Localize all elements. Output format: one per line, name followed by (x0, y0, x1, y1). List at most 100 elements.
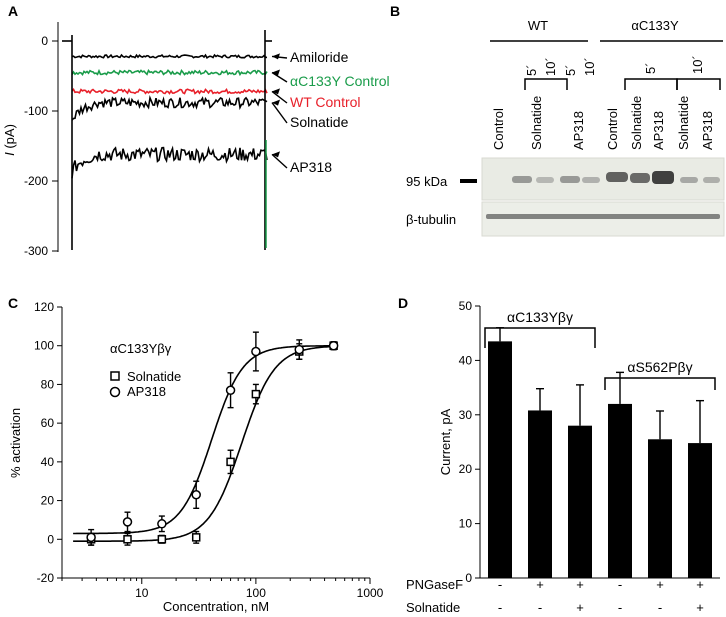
band (606, 172, 628, 182)
bar (608, 403, 632, 578)
time-label-wt-5b: 5´ (563, 64, 578, 76)
point-solnatide (191, 533, 201, 542)
fit-curve-ap318 (73, 345, 336, 535)
point-ap318 (251, 346, 261, 357)
trace-labels: Amiloride αC133Y Control WT Control Solnati… (271, 49, 390, 175)
panel-b-letter: B (390, 3, 400, 19)
trace-arrow (271, 71, 288, 83)
band (680, 177, 698, 183)
trace-amiloride (71, 53, 268, 59)
solnatide-sign: - (538, 600, 542, 615)
panel-a-ytick-label: 0 (41, 34, 48, 48)
trace-ap318 (71, 145, 268, 179)
time-label-wt-10b: 10´ (582, 57, 597, 76)
panel-d-letter: D (398, 295, 408, 311)
point-ap318 (294, 344, 305, 355)
panel-d-plot: 0 10 20 30 40 50 - - + - + + - - + - + + αC133Yβγ αS562Pβγ (459, 299, 716, 615)
group-bracket-label: αC133Yβγ (507, 309, 573, 325)
panel-a-y-ticks: 0 -100 -200 -300 (24, 34, 58, 258)
current-traces (62, 30, 272, 250)
panel-b: B WT αC133Y 5´ 10´ 5´ 10´ 5´ 10´ Control… (390, 3, 725, 237)
trace-label: Amiloride (290, 49, 349, 65)
lane-label: Solnatide (629, 96, 644, 150)
d-ytick-label: 30 (459, 408, 473, 422)
panel-c-y-label: % activation (8, 408, 23, 478)
loading-control-label: β-tubulin (406, 212, 456, 227)
solnatide-sign: - (498, 600, 502, 615)
d-ytick-label: 10 (459, 517, 473, 531)
trace-wt-control (71, 87, 268, 95)
trace-label: αC133Y Control (290, 73, 390, 89)
pngasef-sign: - (498, 577, 502, 592)
trace-label: WT Control (290, 94, 361, 110)
panel-a-ytick-label: -100 (24, 104, 48, 118)
panel-d-y-label: Current, pA (438, 408, 453, 475)
time-label-mut-5: 5´ (643, 62, 658, 74)
blot-bands-enac (512, 171, 720, 184)
solnatide-sign: - (658, 600, 662, 615)
legend-circle-marker (109, 386, 121, 398)
c-ytick-label: 0 (47, 532, 54, 546)
group-label-mutant: αC133Y (631, 18, 679, 33)
legend-label-solnatide: Solnatide (127, 369, 181, 384)
panel-a: A 0 -100 -200 -300 I (pA) Amiloride αC133… (2, 3, 390, 258)
legend-square-marker (110, 371, 120, 381)
trace-label: AP318 (290, 159, 332, 175)
panel-a-letter: A (8, 3, 18, 19)
panel-a-y-label: I (pA) (2, 124, 17, 156)
panel-d: D Current, pA PNGaseF Solnatide 0 10 20 30 4… (398, 295, 720, 615)
band (630, 173, 650, 183)
bar (528, 410, 552, 578)
panel-c-ticks: -20 0 20 40 60 80 100 120 10 100 1000 (34, 300, 384, 600)
c-ytick-label: 20 (41, 494, 55, 508)
bar (648, 439, 672, 578)
lane-label: Solnatide (676, 96, 691, 150)
band-tubulin (486, 214, 720, 219)
panel-a-ytick-label: -300 (24, 244, 48, 258)
trace-arrowhead (272, 69, 280, 76)
lane-label: AP318 (651, 111, 666, 150)
trace-arrowhead (272, 88, 280, 95)
lane-label: Control (491, 108, 506, 150)
bracket-mut-5 (624, 78, 678, 90)
bar (568, 425, 592, 578)
band (582, 177, 600, 183)
trace-arrow (271, 90, 288, 104)
panel-a-ytick-label: -200 (24, 174, 48, 188)
d-ytick-label: 20 (459, 462, 473, 476)
panel-c-legend: Solnatide AP318 (109, 369, 181, 399)
point-ap318 (157, 519, 167, 529)
trace--c133y-control (71, 68, 268, 77)
time-label-wt-10: 10´ (543, 57, 558, 76)
point-solnatide (251, 389, 261, 399)
c-ytick-label: 120 (34, 300, 54, 314)
solnatide-sign: + (696, 600, 704, 615)
trace-solnatide (71, 95, 268, 121)
panel-c-plot (73, 331, 339, 546)
point-solnatide (226, 457, 235, 467)
point-ap318 (328, 340, 339, 351)
c-ytick-label: 60 (41, 416, 55, 430)
bar (688, 443, 712, 578)
solnatide-sign: - (618, 600, 622, 615)
d-ytick-label: 50 (459, 299, 473, 313)
lane-label: AP318 (700, 111, 715, 150)
trace-arrowhead (272, 151, 280, 158)
solnatide-sign: + (576, 600, 584, 615)
point-ap318 (122, 517, 133, 527)
trace-arrow (271, 102, 288, 124)
c-ytick-label: 100 (34, 339, 54, 353)
c-ytick-label: 80 (41, 377, 55, 391)
band (560, 176, 580, 183)
band (536, 177, 554, 183)
c-xtick-label: 1000 (357, 586, 384, 600)
time-label-mut-10: 10´ (690, 55, 705, 74)
group-bracket (604, 377, 716, 390)
panel-a-y-label-unit: (pA) (2, 124, 17, 152)
band (652, 171, 674, 184)
bar (488, 341, 512, 578)
pngasef-sign: + (576, 577, 584, 592)
trace-label: Solnatide (290, 114, 349, 130)
d-ytick-label: 40 (459, 353, 473, 367)
